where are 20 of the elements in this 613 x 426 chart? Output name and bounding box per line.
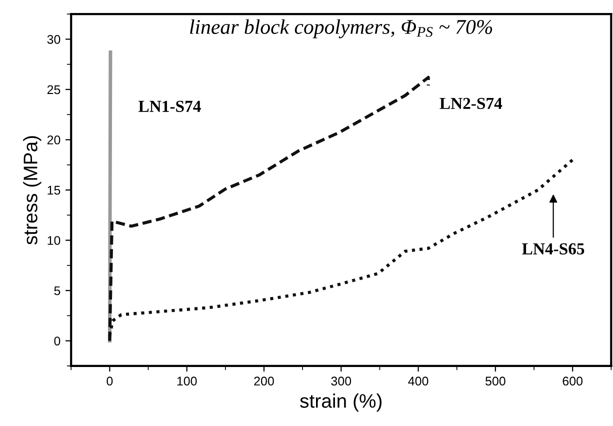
y-tick-label: 25	[47, 85, 60, 94]
y-tick-label: 15	[48, 186, 60, 195]
series-label: LN2-S74	[440, 98, 502, 110]
x-tick-label: 500	[486, 376, 506, 386]
chart-title: linear block copolymers, Φ$_{PS}$ ~ 70%	[190, 19, 492, 38]
x-tick-label: 600	[562, 376, 583, 386]
y-axis-title: stress (MPa)	[23, 136, 42, 245]
series-label: LN1-S74	[138, 100, 201, 112]
y-tick-label: 30	[47, 34, 60, 44]
y-tick-label: 10	[48, 236, 60, 245]
x-tick-label: 400	[408, 376, 428, 386]
x-tick-label: 200	[254, 376, 274, 386]
text: LN4-S65	[522, 243, 584, 255]
x-axis-title: strain (%)	[300, 394, 382, 412]
x-tick-label: 100	[177, 376, 197, 386]
y-tick-label: 20	[47, 136, 60, 144]
y-tick-label: 5	[54, 286, 60, 296]
x-tick-label: 300	[331, 376, 352, 386]
y-tick-label: 0	[54, 336, 60, 346]
x-tick-label: 0	[106, 376, 113, 386]
